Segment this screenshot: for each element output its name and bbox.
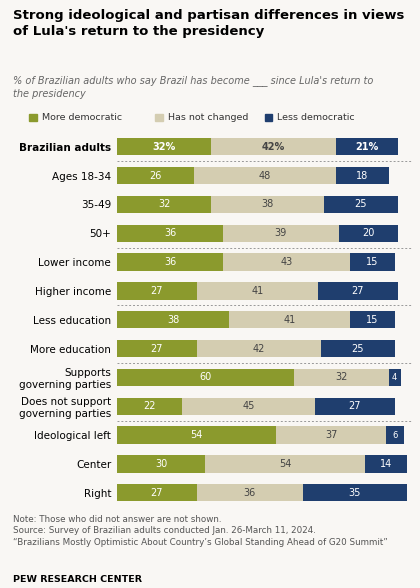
Text: 45: 45 [242,401,255,411]
Text: 6: 6 [392,430,397,440]
Bar [365,455,407,473]
Text: 36: 36 [244,488,256,498]
Bar [117,167,194,184]
Bar [117,138,211,155]
Text: Note: Those who did not answer are not shown.
Source: Survey of Brazilian adults: Note: Those who did not answer are not s… [13,514,387,547]
Bar [389,369,401,386]
Text: % of Brazilian adults who say Brazil has become ___ since Lula's return to
the p: % of Brazilian adults who say Brazil has… [13,75,373,99]
Text: 27: 27 [150,286,163,296]
Text: 43: 43 [281,257,293,267]
Text: PEW RESEARCH CENTER: PEW RESEARCH CENTER [13,575,142,584]
Text: 37: 37 [325,430,337,440]
Text: 27: 27 [352,286,364,296]
Bar [324,196,398,213]
Text: 27: 27 [349,401,361,411]
Bar [117,397,182,415]
Bar [350,311,395,328]
Bar [321,340,395,358]
Bar [350,253,395,270]
Bar [303,484,407,502]
Text: 36: 36 [164,228,176,238]
Bar [117,225,223,242]
Bar [294,369,389,386]
Text: 41: 41 [284,315,296,325]
Bar [336,138,398,155]
Bar [117,311,229,328]
Text: 27: 27 [150,488,163,498]
Bar [197,282,318,299]
Bar [211,196,324,213]
Text: 38: 38 [167,315,179,325]
Text: 42%: 42% [262,142,285,152]
Text: 21%: 21% [355,142,378,152]
Bar [211,138,336,155]
Text: 26: 26 [149,171,161,181]
Text: 22: 22 [143,401,155,411]
Bar [386,426,404,444]
Text: 25: 25 [352,343,364,353]
Bar [336,167,389,184]
Bar [197,484,303,502]
Text: 4: 4 [392,373,397,382]
Bar [194,167,336,184]
Text: 32%: 32% [152,142,176,152]
Text: 60: 60 [200,372,212,382]
Bar [117,484,197,502]
Bar [315,397,395,415]
Bar [223,225,339,242]
Text: More democratic: More democratic [42,113,122,122]
Text: 14: 14 [380,459,392,469]
Bar [117,426,276,444]
Bar [182,397,315,415]
Text: 20: 20 [362,228,374,238]
Text: 15: 15 [366,315,379,325]
Text: 41: 41 [251,286,263,296]
Text: 42: 42 [252,343,265,353]
Text: 35: 35 [349,488,361,498]
Text: 25: 25 [354,199,367,209]
Text: 54: 54 [279,459,291,469]
Text: 30: 30 [155,459,167,469]
Text: 54: 54 [190,430,203,440]
Text: Has not changed: Has not changed [168,113,248,122]
Text: 18: 18 [356,171,368,181]
Bar [197,340,321,358]
Bar [229,311,350,328]
Text: 32: 32 [158,199,170,209]
Text: Less democratic: Less democratic [277,113,355,122]
Bar [117,340,197,358]
Text: 32: 32 [335,372,348,382]
Text: 39: 39 [275,228,287,238]
Text: Strong ideological and partisan differences in views
of Lula's return to the pre: Strong ideological and partisan differen… [13,9,404,38]
Bar [318,282,398,299]
Bar [117,196,211,213]
Bar [117,455,205,473]
Bar [276,426,386,444]
Bar [117,282,197,299]
Text: 38: 38 [261,199,274,209]
Text: 48: 48 [258,171,271,181]
Bar [205,455,365,473]
Bar [117,253,223,270]
Text: 36: 36 [164,257,176,267]
Bar [223,253,350,270]
Text: 15: 15 [366,257,379,267]
Bar [339,225,398,242]
Text: 27: 27 [150,343,163,353]
Bar [117,369,294,386]
